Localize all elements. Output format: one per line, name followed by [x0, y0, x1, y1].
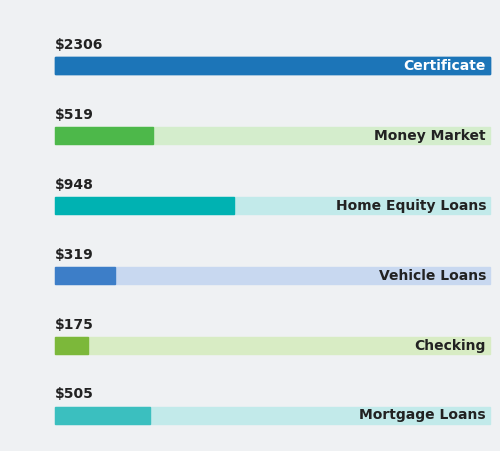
Text: $319: $319 [55, 248, 94, 262]
Text: Checking: Checking [414, 339, 486, 353]
Text: Mortgage Loans: Mortgage Loans [360, 409, 486, 423]
Text: Vehicle Loans: Vehicle Loans [378, 269, 486, 283]
Text: $175: $175 [55, 318, 94, 331]
Text: Money Market: Money Market [374, 129, 486, 143]
Text: $948: $948 [55, 178, 94, 192]
Text: $505: $505 [55, 387, 94, 401]
Text: $519: $519 [55, 108, 94, 122]
Text: $2306: $2306 [55, 38, 104, 52]
Text: Certificate: Certificate [404, 59, 486, 73]
Text: Home Equity Loans: Home Equity Loans [336, 199, 486, 213]
